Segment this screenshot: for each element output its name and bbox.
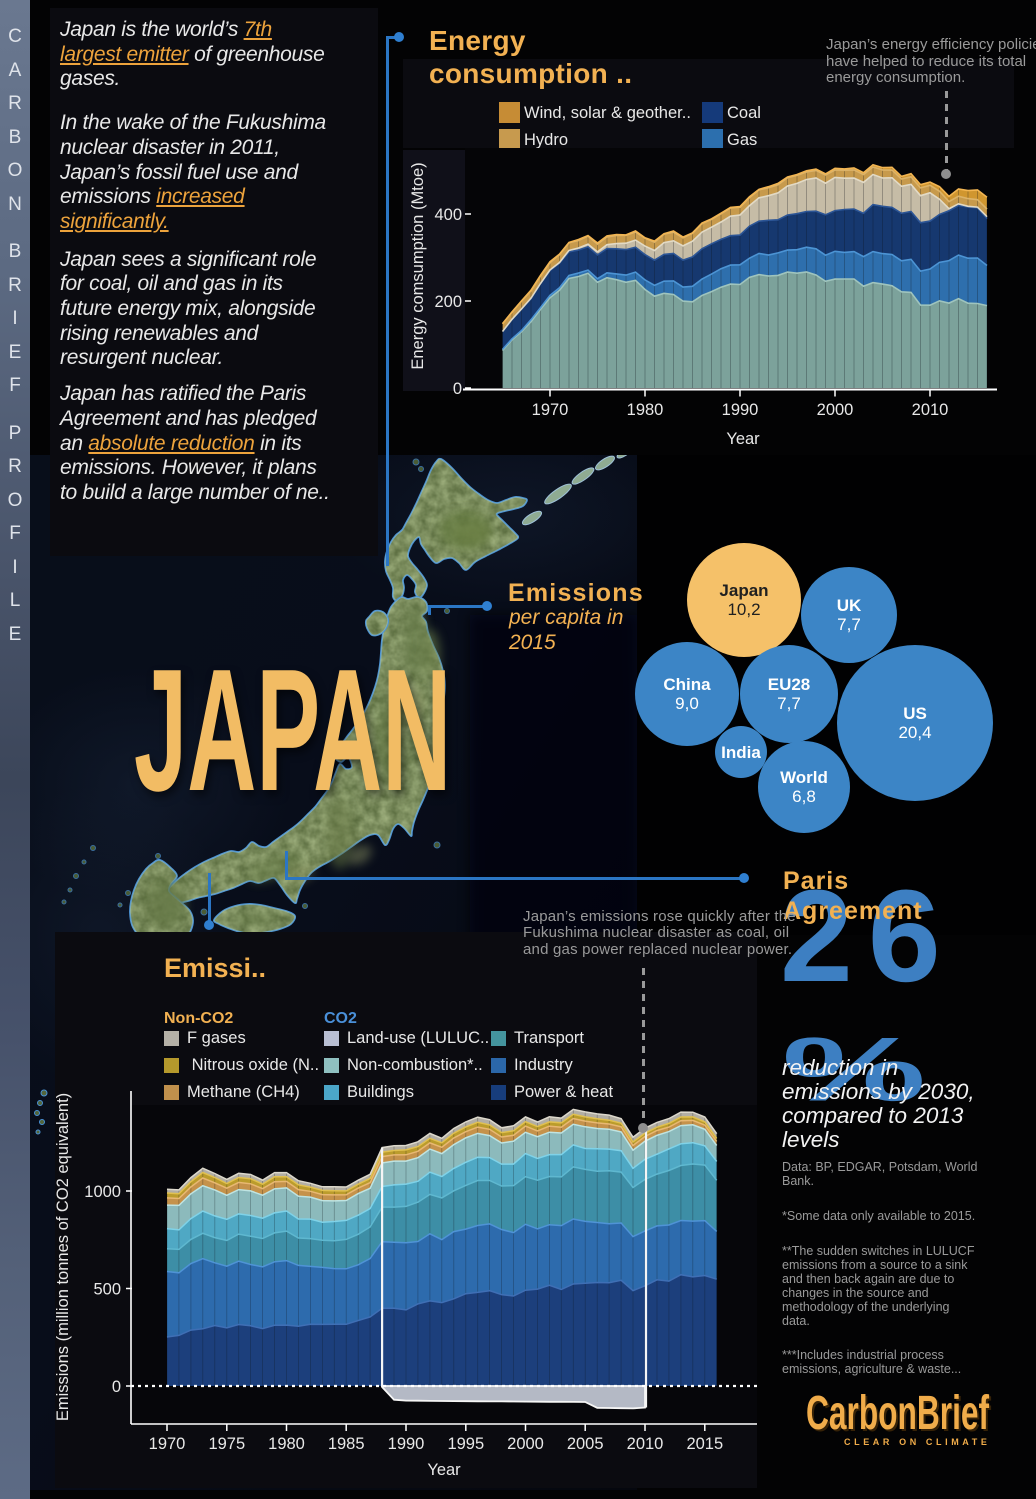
svg-text:1980: 1980 — [268, 1435, 305, 1453]
svg-text:Year: Year — [427, 1461, 461, 1479]
svg-text:2000: 2000 — [507, 1435, 544, 1453]
svg-text:1000: 1000 — [84, 1183, 121, 1201]
svg-text:1970: 1970 — [149, 1435, 186, 1453]
svg-text:2015: 2015 — [686, 1435, 723, 1453]
svg-text:1975: 1975 — [208, 1435, 245, 1453]
svg-text:2010: 2010 — [627, 1435, 664, 1453]
svg-text:1990: 1990 — [388, 1435, 425, 1453]
svg-text:1985: 1985 — [328, 1435, 365, 1453]
svg-text:0: 0 — [112, 1378, 121, 1396]
svg-text:200: 200 — [434, 293, 462, 311]
svg-text:0: 0 — [453, 380, 462, 398]
svg-text:1990: 1990 — [722, 401, 759, 419]
svg-text:400: 400 — [434, 206, 462, 224]
svg-text:2005: 2005 — [567, 1435, 604, 1453]
svg-text:500: 500 — [93, 1281, 121, 1299]
svg-text:1980: 1980 — [627, 401, 664, 419]
svg-text:Energy comsumption (Mtoe): Energy comsumption (Mtoe) — [409, 162, 427, 369]
svg-text:1970: 1970 — [532, 401, 569, 419]
svg-text:Emissions (million tonnes of C: Emissions (million tonnes of CO2 equival… — [54, 1093, 72, 1421]
svg-text:2000: 2000 — [817, 401, 854, 419]
svg-text:Year: Year — [726, 430, 760, 448]
svg-text:2010: 2010 — [912, 401, 949, 419]
svg-text:1995: 1995 — [447, 1435, 484, 1453]
